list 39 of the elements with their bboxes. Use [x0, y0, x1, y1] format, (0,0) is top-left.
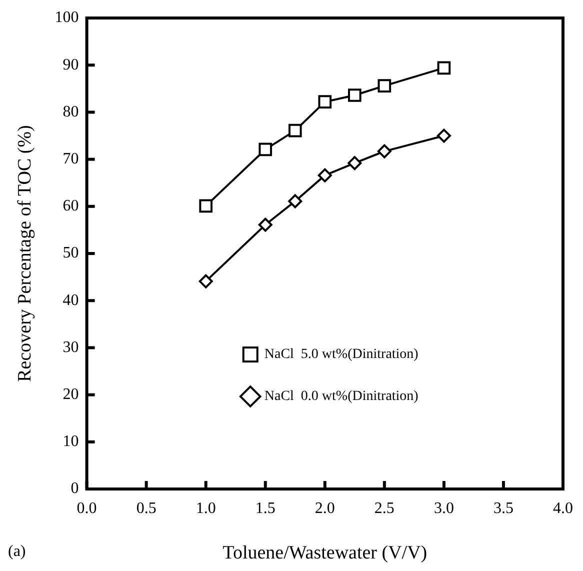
- y-tick-label: 50: [62, 244, 79, 262]
- x-tick-label: 4.0: [553, 500, 573, 517]
- x-tick-label: 0.5: [136, 500, 156, 517]
- point: [436, 128, 451, 143]
- y-tick-label: 60: [62, 198, 79, 215]
- x-tick-label: 2.5: [374, 500, 394, 517]
- y-axis-title: Recovery Percentage of TOC (%): [14, 125, 36, 382]
- x-tick-label: 2.0: [314, 500, 335, 517]
- y-tick-label: 30: [62, 338, 79, 356]
- point: [258, 218, 272, 232]
- point: [378, 79, 392, 92]
- y-tick-label: 40: [62, 292, 79, 309]
- x-axis-title: Toluene/Wastewater (V/V): [222, 542, 428, 564]
- legend-label: NaCl 0.0 wt%(Dinitration): [264, 389, 419, 404]
- point: [258, 142, 272, 156]
- point: [198, 274, 213, 288]
- x-tick-label: 3.5: [493, 500, 514, 517]
- y-tick-label: 100: [54, 9, 79, 26]
- y-tick-label: 90: [62, 56, 79, 74]
- y-tick-label: 0: [70, 480, 79, 498]
- point: [318, 168, 332, 182]
- x-tick-label: 1.0: [196, 500, 216, 517]
- y-tick-label: 80: [62, 103, 79, 120]
- point: [288, 124, 302, 138]
- y-tick-label: 70: [62, 150, 79, 168]
- point: [288, 194, 302, 208]
- legend-label: NaCl 5.0 wt%(Dinitration): [264, 347, 419, 362]
- x-tick-label: 1.5: [255, 500, 276, 517]
- y-tick-label: 20: [62, 386, 79, 404]
- point: [199, 199, 213, 213]
- point: [437, 61, 451, 75]
- point: [318, 95, 332, 108]
- point: [377, 144, 392, 158]
- text: (a): [8, 543, 26, 560]
- point: [348, 156, 362, 170]
- x-tick-label: 3.0: [434, 500, 454, 517]
- x-tick-label: 0.0: [76, 500, 97, 517]
- point: [348, 88, 362, 102]
- y-tick-label: 10: [62, 433, 79, 450]
